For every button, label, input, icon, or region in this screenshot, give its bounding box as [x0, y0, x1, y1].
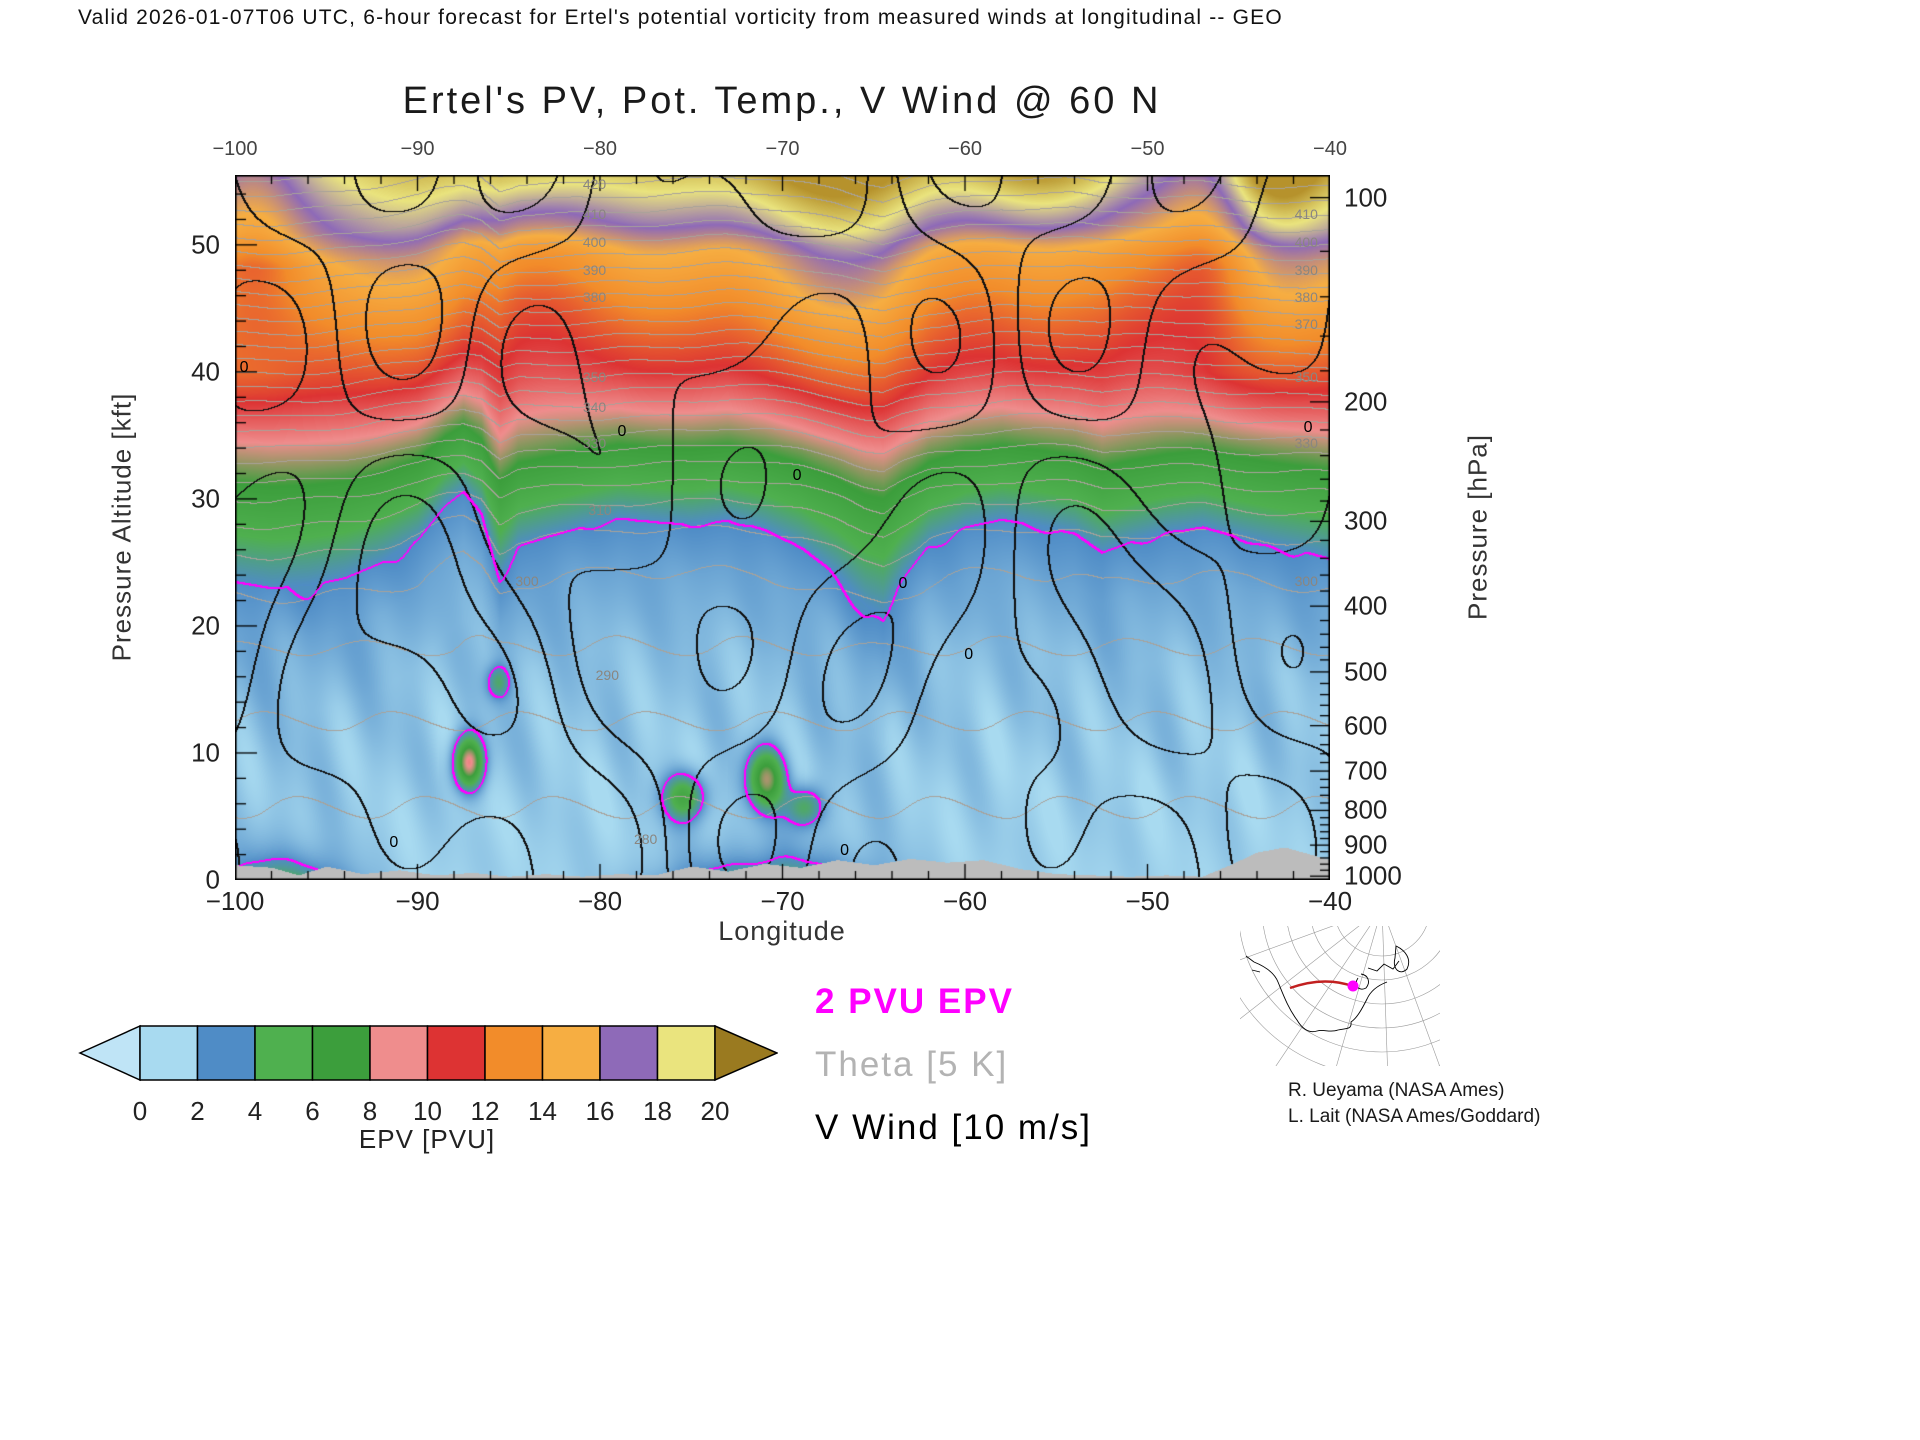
x-axis-title: Longitude: [718, 916, 846, 946]
colorbar-tick-label: 14: [528, 1096, 557, 1126]
colorbar-segment: [139, 1025, 199, 1081]
colorbar-segment: [369, 1025, 429, 1081]
colorbar-segment: [599, 1025, 659, 1081]
colorbar-tick-label: 4: [247, 1096, 263, 1126]
credit-line-2: L. Lait (NASA Ames/Goddard): [1288, 1106, 1541, 1127]
colorbar: [78, 1024, 778, 1082]
legend-entry-0: 2 PVU EPV: [815, 982, 1014, 1021]
x-axis-top-tick-label: −90: [400, 138, 435, 160]
right-axis-tick-label: 1000: [1344, 860, 1402, 891]
left-axis-tick-label: 0: [205, 864, 220, 895]
right-axis-tick-label: 900: [1344, 829, 1388, 860]
map-inset: [1240, 926, 1440, 1066]
colorbar-segment: [484, 1025, 544, 1081]
x-axis-tick-label: −40: [1307, 886, 1353, 916]
x-axis-tick-label: −70: [760, 886, 805, 916]
colorbar-segment: [311, 1025, 371, 1081]
legend-entry-2: V Wind [10 m/s]: [815, 1108, 1093, 1147]
right-axis-tick-label: 100: [1344, 182, 1388, 213]
x-axis-top-tick-label: −70: [765, 138, 800, 160]
x-axis-top-tick-label: −50: [1130, 138, 1165, 160]
cross-section-plot-canvas: [235, 175, 1330, 880]
right-axis-tick-label: 800: [1344, 794, 1388, 825]
colorbar-segment: [254, 1025, 314, 1081]
colorbar-over-arrow: [714, 1024, 778, 1082]
left-axis-tick-label: 20: [191, 610, 220, 641]
right-axis-title: Pressure [hPa]: [1462, 434, 1493, 620]
right-axis-tick-label: 200: [1344, 386, 1388, 417]
left-axis-tick-label: 50: [191, 229, 220, 260]
map-coastline: [1245, 945, 1410, 1033]
colorbar-under-arrow: [78, 1024, 141, 1082]
colorbar-tick-label: 16: [585, 1096, 615, 1126]
credit-line-1: R. Ueyama (NASA Ames): [1288, 1080, 1505, 1101]
x-axis-top-tick-label: −40: [1313, 138, 1347, 160]
colorbar-segment: [426, 1025, 486, 1081]
valid-time-text: Valid 2026-01-07T06 UTC, 6-hour forecast…: [78, 6, 1283, 29]
colorbar-tick-label: 18: [643, 1096, 672, 1126]
map-cross-section-arc: [1289, 980, 1353, 990]
right-axis-tick-label: 400: [1344, 590, 1388, 621]
x-axis-top-tick-label: −100: [212, 138, 258, 160]
x-axis-tick-label: −90: [395, 886, 440, 916]
left-axis-title: Pressure Altitude [kft]: [106, 392, 137, 662]
x-axis-top-tick-label: −80: [583, 138, 617, 160]
x-axis-top-tick-label: −60: [948, 138, 982, 160]
colorbar-tick-label: 2: [190, 1096, 205, 1126]
right-axis-tick-label: 700: [1344, 755, 1388, 786]
colorbar-segment: [656, 1025, 716, 1081]
right-axis-tick-label: 300: [1344, 505, 1388, 536]
map-graticule: [1240, 926, 1440, 1066]
x-axis-tick-label: −100: [205, 886, 265, 916]
map-location-dot: [1347, 980, 1359, 992]
left-axis-tick-label: 40: [191, 356, 220, 387]
x-axis-tick-label: −60: [942, 886, 988, 916]
left-axis-tick-label: 10: [191, 737, 220, 768]
colorbar-segment: [196, 1025, 256, 1081]
colorbar-tick-label: 6: [305, 1096, 320, 1126]
colorbar-tick-label: 20: [700, 1096, 730, 1126]
right-axis-tick-label: 600: [1344, 710, 1388, 741]
x-axis-tick-label: −50: [1125, 886, 1170, 916]
x-axis-tick-label: −80: [577, 886, 623, 916]
colorbar-tick-label: 8: [362, 1096, 378, 1126]
colorbar-title: EPV [PVU]: [358, 1124, 496, 1154]
legend-entry-1: Theta [5 K]: [815, 1045, 1009, 1084]
colorbar-tick-label: 10: [413, 1096, 442, 1126]
left-axis-tick-label: 30: [191, 483, 220, 514]
right-axis-tick-label: 500: [1344, 656, 1388, 687]
colorbar-tick-label: 0: [132, 1096, 148, 1126]
chart-title: Ertel's PV, Pot. Temp., V Wind @ 60 N: [402, 80, 1162, 122]
colorbar-tick-label: 12: [470, 1096, 500, 1126]
colorbar-segment: [541, 1025, 601, 1081]
